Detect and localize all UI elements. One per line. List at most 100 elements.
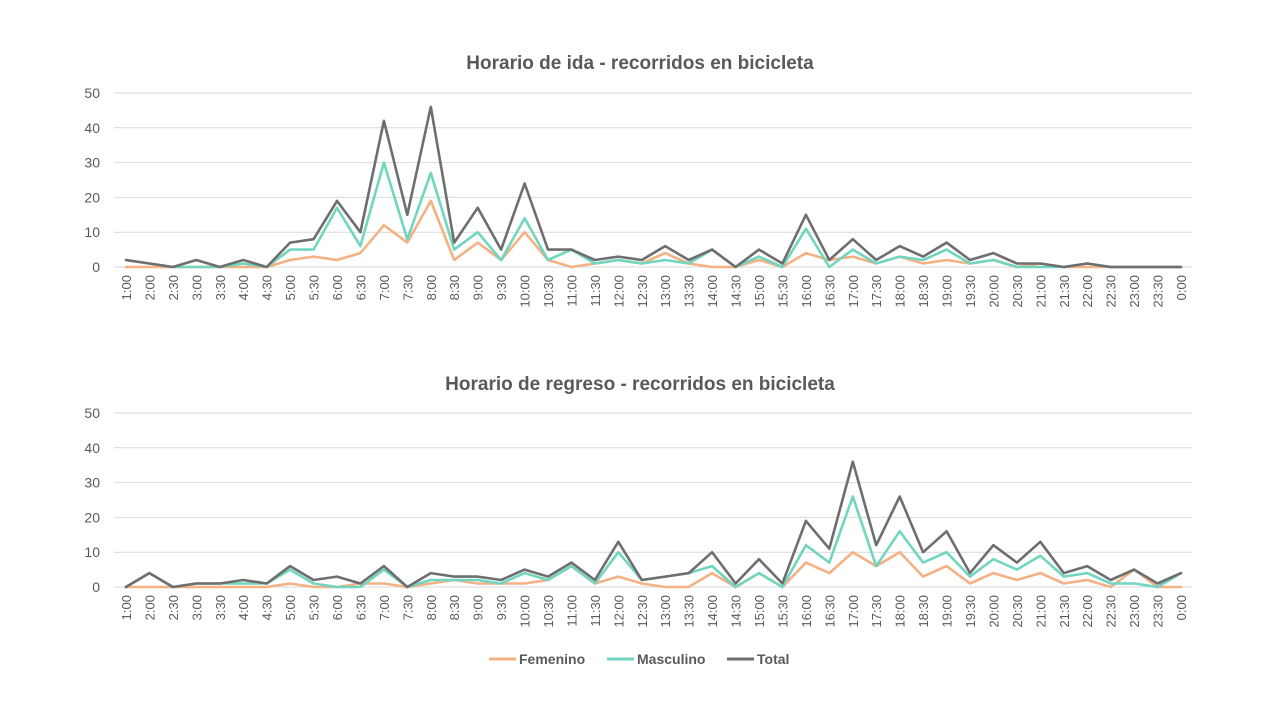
x-tick-label: 4:00 bbox=[236, 275, 251, 300]
y-tick-label: 10 bbox=[84, 544, 100, 560]
x-tick-label: 9:00 bbox=[471, 275, 486, 300]
x-tick-label: 11:00 bbox=[564, 595, 579, 627]
x-tick-label: 5:30 bbox=[307, 595, 322, 620]
x-tick-label: 19:30 bbox=[963, 275, 978, 308]
x-tick-label: 22:00 bbox=[1080, 275, 1095, 308]
x-tick-label: 17:30 bbox=[869, 275, 884, 308]
x-tick-label: 21:00 bbox=[1033, 595, 1048, 628]
legend-item-femenino: Femenino bbox=[489, 651, 585, 667]
y-tick-label: 20 bbox=[84, 509, 100, 525]
gridlines bbox=[114, 92, 1192, 268]
x-tick-label: 8:00 bbox=[424, 595, 439, 620]
x-tick-label: 9:30 bbox=[494, 275, 509, 300]
x-tick-label: 10:30 bbox=[541, 275, 556, 308]
chart-title: Horario de regreso - recorridos en bicic… bbox=[445, 374, 835, 395]
x-tick-labels: 1:00 2:00 2:30 3:00 3:30 4:00 4:30 5:00 5:30 6:00… bbox=[119, 275, 1189, 308]
chart-title: Horario de ida - recorridos en bicicleta bbox=[466, 53, 814, 74]
y-tick-label: 30 bbox=[84, 475, 100, 491]
x-tick-label: 5:00 bbox=[283, 595, 298, 620]
x-tick-label: 9:00 bbox=[471, 595, 486, 620]
x-tick-label: 21:30 bbox=[1057, 275, 1072, 308]
y-tick-label: 40 bbox=[84, 440, 100, 456]
x-tick-label: 17:00 bbox=[846, 595, 861, 628]
x-tick-label: 2:30 bbox=[166, 595, 181, 620]
x-tick-label: 19:30 bbox=[963, 595, 978, 628]
x-tick-label: 2:00 bbox=[142, 595, 157, 620]
legend-label: Femenino bbox=[519, 651, 585, 667]
x-tick-label: 6:00 bbox=[330, 275, 345, 300]
x-tick-label: 4:30 bbox=[260, 595, 275, 620]
x-tick-label: 18:30 bbox=[916, 275, 931, 308]
x-tick-label: 7:00 bbox=[377, 595, 392, 620]
x-tick-label: 23:00 bbox=[1127, 275, 1142, 308]
x-tick-label: 14:00 bbox=[705, 595, 720, 628]
x-tick-label: 14:30 bbox=[729, 595, 744, 628]
x-tick-label: 4:30 bbox=[260, 275, 275, 300]
y-tick-labels: 0 10 20 30 40 50 bbox=[84, 405, 100, 595]
gridlines bbox=[114, 412, 1192, 588]
x-tick-label: 10:00 bbox=[518, 595, 533, 628]
y-tick-label: 30 bbox=[84, 155, 100, 171]
y-tick-labels: 0 10 20 30 40 50 bbox=[84, 85, 100, 275]
x-tick-label: 3:30 bbox=[213, 595, 228, 620]
x-tick-label: 9:30 bbox=[494, 595, 509, 620]
x-tick-label: 5:00 bbox=[283, 275, 298, 300]
x-tick-label: 7:00 bbox=[377, 275, 392, 300]
x-tick-label: 22:00 bbox=[1080, 595, 1095, 628]
x-tick-label: 10:00 bbox=[518, 275, 533, 308]
y-tick-label: 0 bbox=[92, 259, 100, 275]
x-tick-label: 20:30 bbox=[1010, 275, 1025, 308]
x-tick-label: 20:00 bbox=[986, 595, 1001, 628]
x-tick-label: 17:00 bbox=[846, 275, 861, 308]
x-tick-label: 19:00 bbox=[940, 275, 955, 308]
x-tick-label: 11:30 bbox=[588, 595, 603, 627]
x-tick-label: 16:00 bbox=[799, 275, 814, 308]
y-tick-label: 20 bbox=[84, 189, 100, 205]
x-tick-label: 23:30 bbox=[1151, 275, 1166, 308]
x-tick-label: 8:30 bbox=[447, 595, 462, 620]
series-line-masculino bbox=[124, 495, 1183, 589]
x-tick-label: 13:30 bbox=[682, 275, 697, 308]
x-tick-label: 12:30 bbox=[635, 275, 650, 308]
x-tick-labels: 1:00 2:00 2:30 3:00 3:30 4:00 4:30 5:00 5:30 6:00… bbox=[119, 595, 1189, 628]
x-tick-label: 1:00 bbox=[119, 595, 134, 620]
series-lines bbox=[124, 105, 1183, 269]
x-tick-label: 15:00 bbox=[752, 595, 767, 628]
legend: Femenino Masculino Total bbox=[489, 651, 789, 667]
x-tick-label: 2:00 bbox=[142, 275, 157, 300]
x-tick-label: 22:30 bbox=[1104, 275, 1119, 308]
x-tick-label: 21:30 bbox=[1057, 595, 1072, 628]
chart-regreso: Horario de regreso - recorridos en bicic… bbox=[84, 374, 1192, 628]
x-tick-label: 13:30 bbox=[682, 595, 697, 628]
x-tick-label: 13:00 bbox=[658, 595, 673, 628]
x-tick-label: 14:30 bbox=[729, 275, 744, 308]
x-tick-label: 19:00 bbox=[940, 595, 955, 628]
x-tick-label: 13:00 bbox=[658, 275, 673, 308]
x-tick-label: 6:30 bbox=[353, 595, 368, 620]
x-tick-label: 8:00 bbox=[424, 275, 439, 300]
x-tick-label: 18:30 bbox=[916, 595, 931, 628]
x-tick-label: 16:30 bbox=[822, 595, 837, 628]
x-tick-label: 12:30 bbox=[635, 595, 650, 628]
x-tick-label: 14:00 bbox=[705, 275, 720, 308]
chart-ida: Horario de ida - recorridos en bicicleta… bbox=[84, 53, 1192, 308]
x-tick-label: 18:00 bbox=[893, 595, 908, 628]
x-tick-label: 5:30 bbox=[307, 275, 322, 300]
legend-item-masculino: Masculino bbox=[607, 651, 705, 667]
x-tick-label: 15:30 bbox=[775, 595, 790, 628]
y-tick-label: 0 bbox=[92, 579, 100, 595]
series-line-masculino bbox=[124, 161, 1183, 269]
x-tick-label: 16:00 bbox=[799, 595, 814, 628]
series-line-total bbox=[124, 105, 1183, 269]
x-tick-label: 11:30 bbox=[588, 275, 603, 307]
x-tick-label: 7:30 bbox=[400, 595, 415, 620]
x-tick-label: 12:00 bbox=[611, 275, 626, 308]
x-tick-label: 7:30 bbox=[400, 275, 415, 300]
legend-item-total: Total bbox=[727, 651, 789, 667]
x-tick-label: 11:00 bbox=[564, 275, 579, 307]
y-tick-label: 10 bbox=[84, 224, 100, 240]
x-tick-label: 23:30 bbox=[1151, 595, 1166, 628]
x-tick-label: 2:30 bbox=[166, 275, 181, 300]
